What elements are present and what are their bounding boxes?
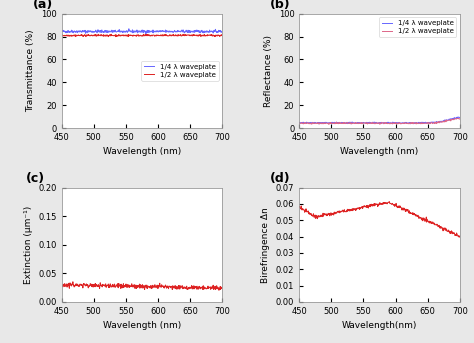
1/4 λ waveplate — [126, 27, 132, 31]
1/4 λ waveplate — [428, 120, 434, 124]
1/2 λ waveplate — [326, 122, 331, 126]
Text: (b): (b) — [270, 0, 291, 11]
1/4 λ waveplate — [455, 115, 460, 119]
1/4 λ waveplate — [392, 121, 398, 125]
1/2 λ waveplate — [374, 121, 380, 126]
1/2 λ waveplate — [216, 33, 222, 37]
1/2 λ waveplate — [146, 33, 152, 37]
Y-axis label: Birefringence Δn: Birefringence Δn — [261, 207, 270, 283]
1/4 λ waveplate — [146, 28, 152, 33]
1/2 λ waveplate — [191, 33, 197, 37]
1/2 λ waveplate — [106, 35, 111, 39]
1/4 λ waveplate — [373, 121, 379, 125]
Legend: 1/4 λ waveplate, 1/2 λ waveplate: 1/4 λ waveplate, 1/2 λ waveplate — [379, 17, 456, 37]
1/4 λ waveplate — [454, 117, 459, 121]
1/4 λ waveplate — [136, 30, 141, 34]
Line: 1/4 λ waveplate: 1/4 λ waveplate — [62, 29, 222, 34]
1/4 λ waveplate — [59, 29, 64, 33]
1/2 λ waveplate — [373, 121, 379, 125]
1/2 λ waveplate — [219, 33, 225, 37]
1/2 λ waveplate — [392, 121, 398, 125]
1/4 λ waveplate — [219, 30, 225, 34]
1/4 λ waveplate — [296, 120, 302, 125]
X-axis label: Wavelength (nm): Wavelength (nm) — [103, 147, 181, 156]
Text: (c): (c) — [26, 172, 46, 185]
1/2 λ waveplate — [137, 34, 142, 38]
1/2 λ waveplate — [383, 121, 389, 125]
X-axis label: Wavelength (nm): Wavelength (nm) — [103, 321, 181, 330]
Line: 1/2 λ waveplate: 1/2 λ waveplate — [299, 118, 460, 124]
1/4 λ waveplate — [374, 121, 380, 125]
1/2 λ waveplate — [141, 32, 146, 36]
Line: 1/4 λ waveplate: 1/4 λ waveplate — [299, 117, 460, 124]
Y-axis label: Extinction (μm⁻¹): Extinction (μm⁻¹) — [24, 205, 33, 284]
1/4 λ waveplate — [137, 29, 142, 34]
1/4 λ waveplate — [457, 116, 463, 120]
Y-axis label: Reflectance (%): Reflectance (%) — [264, 35, 273, 107]
1/2 λ waveplate — [454, 117, 459, 121]
X-axis label: Wavelength(nm): Wavelength(nm) — [342, 321, 417, 330]
Y-axis label: Transmittance (%): Transmittance (%) — [27, 29, 36, 112]
1/4 λ waveplate — [143, 32, 149, 36]
Text: (a): (a) — [33, 0, 53, 11]
1/4 λ waveplate — [383, 121, 389, 125]
1/2 λ waveplate — [155, 33, 161, 37]
1/4 λ waveplate — [216, 29, 222, 33]
1/2 λ waveplate — [457, 117, 463, 121]
X-axis label: Wavelength (nm): Wavelength (nm) — [340, 147, 419, 156]
1/4 λ waveplate — [329, 122, 335, 126]
Legend: 1/4 λ waveplate, 1/2 λ waveplate: 1/4 λ waveplate, 1/2 λ waveplate — [141, 61, 219, 81]
1/2 λ waveplate — [59, 33, 64, 37]
Line: 1/2 λ waveplate: 1/2 λ waveplate — [62, 34, 222, 37]
1/2 λ waveplate — [296, 121, 302, 125]
1/4 λ waveplate — [191, 30, 197, 34]
1/4 λ waveplate — [155, 29, 161, 33]
1/2 λ waveplate — [136, 33, 141, 37]
Text: (d): (d) — [270, 172, 291, 185]
1/2 λ waveplate — [428, 120, 434, 125]
1/2 λ waveplate — [456, 116, 461, 120]
